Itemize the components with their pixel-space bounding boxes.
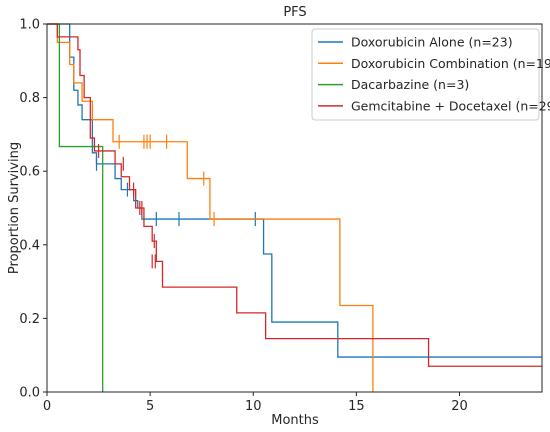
y-axis-title: Proportion Surviving [7, 142, 22, 274]
x-tick-label: 5 [146, 399, 154, 414]
x-tick-label: 20 [451, 399, 468, 414]
x-tick-label: 10 [245, 399, 262, 414]
y-tick-label: 0.8 [19, 91, 40, 106]
legend-label-0: Doxorubicin Alone (n=23) [351, 35, 513, 50]
x-axis-title: Months [271, 413, 319, 428]
x-tick-label: 0 [43, 399, 51, 414]
series-line-3 [47, 23, 542, 367]
y-tick-label: 0.6 [19, 165, 40, 180]
series-line-2 [47, 23, 104, 392]
legend: Doxorubicin Alone (n=23) Doxorubicin Comb… [311, 28, 550, 121]
series-line-1 [47, 23, 374, 392]
plot-area [47, 23, 542, 392]
chart-title: PFS [283, 5, 306, 20]
axes: 0 5 10 15 20 0.0 0.2 0.4 0.6 0.8 1.0 [19, 18, 543, 414]
legend-label-2: Dacarbazine (n=3) [351, 77, 469, 92]
legend-label-1: Doxorubicin Combination (n=19) [351, 56, 550, 71]
legend-label-3: Gemcitabine + Docetaxel (n=29) [351, 98, 550, 113]
y-tick-label: 0.0 [19, 386, 40, 401]
y-tick-label: 0.2 [19, 312, 40, 327]
legend-box [311, 28, 540, 121]
y-tick-label: 1.0 [19, 18, 40, 33]
plot-frame [46, 23, 543, 393]
series-line-0 [47, 23, 542, 358]
x-tick-label: 15 [348, 399, 365, 414]
y-tick-label: 0.4 [19, 238, 40, 253]
